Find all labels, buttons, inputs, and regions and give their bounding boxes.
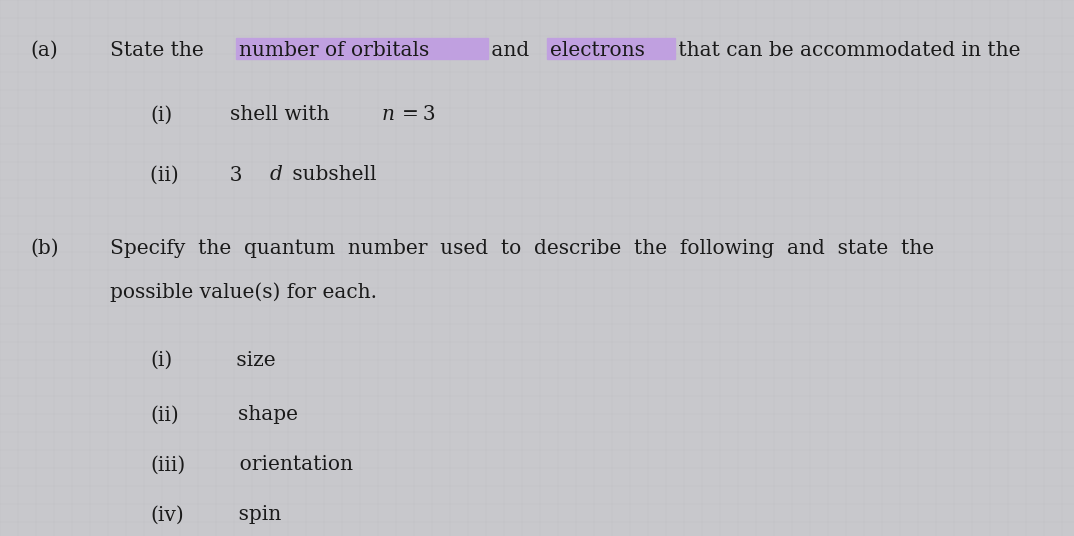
Text: size: size — [178, 351, 275, 369]
Text: (i): (i) — [150, 106, 172, 124]
Text: (ii)        3: (ii) 3 — [150, 166, 243, 184]
Text: (iii): (iii) — [150, 456, 185, 474]
Text: shell with: shell with — [178, 106, 335, 124]
Text: electrons: electrons — [550, 41, 644, 59]
Text: subshell: subshell — [286, 166, 377, 184]
Text: and: and — [484, 41, 535, 59]
Text: orientation: orientation — [195, 456, 353, 474]
Text: (b): (b) — [30, 239, 59, 257]
FancyBboxPatch shape — [236, 38, 488, 59]
FancyBboxPatch shape — [547, 38, 676, 59]
Text: n: n — [381, 106, 394, 124]
Text: shape: shape — [187, 406, 299, 425]
Text: State the: State the — [110, 41, 211, 59]
Text: Specify  the  quantum  number  used  to  describe  the  following  and  state  t: Specify the quantum number used to descr… — [110, 239, 934, 257]
Text: (a): (a) — [30, 41, 58, 59]
Text: spin: spin — [193, 505, 280, 525]
Text: (iv): (iv) — [150, 505, 184, 525]
Text: d: d — [270, 166, 282, 184]
Text: (i): (i) — [150, 351, 172, 369]
Text: (ii): (ii) — [150, 406, 178, 425]
Text: = 3: = 3 — [397, 106, 436, 124]
Text: that can be accommodated in the: that can be accommodated in the — [672, 41, 1021, 59]
Text: possible value(s) for each.: possible value(s) for each. — [110, 282, 377, 302]
Text: number of orbitals: number of orbitals — [240, 41, 430, 59]
